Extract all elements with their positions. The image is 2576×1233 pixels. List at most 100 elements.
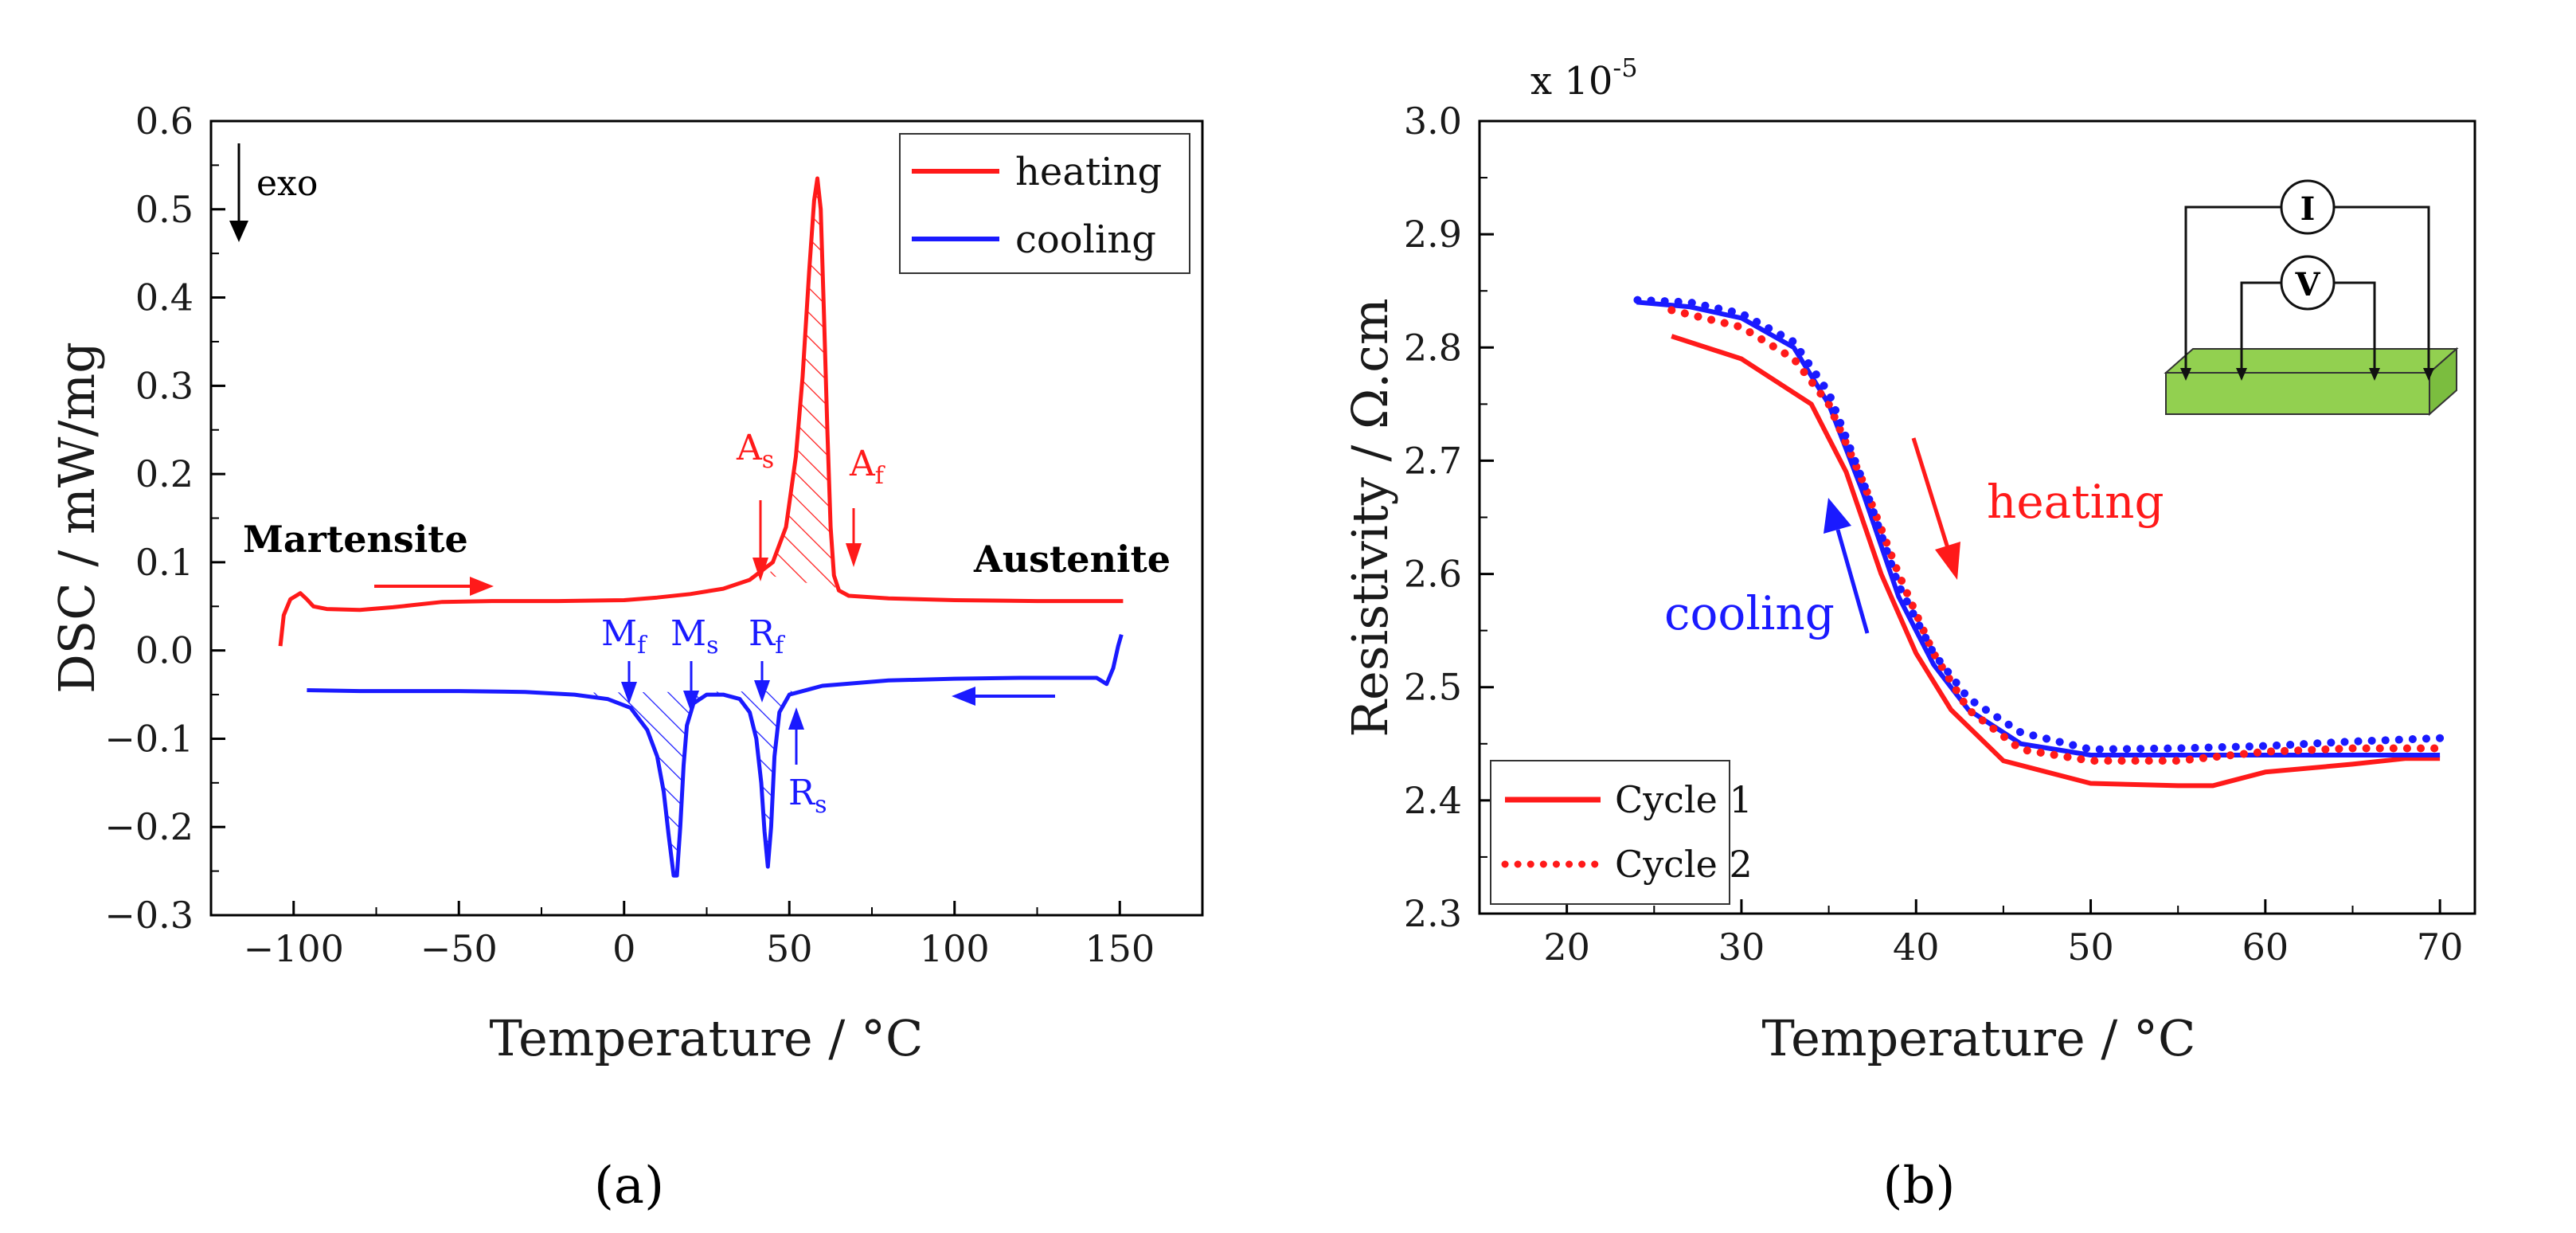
as-label: A xyxy=(736,428,763,468)
ms-sub: s xyxy=(706,632,718,660)
dsc-plot-frame xyxy=(209,119,1204,917)
dsc-axis-ticks: −100 −50 0 50 100 150 −0.3 −0.2 −0.1 0.0 0.1 0.2 0.3… xyxy=(104,100,1203,970)
resistivity-cycle-1-cooling-line xyxy=(1636,299,2441,757)
resistivity-x-axis-label: Temperature / °C xyxy=(1762,1009,2196,1067)
as-annotation: As xyxy=(736,428,774,581)
svg-text:Af: Af xyxy=(849,444,885,490)
resistivity-plot-frame xyxy=(1478,119,2476,915)
svg-text:Mf: Mf xyxy=(601,613,647,660)
resistivity-x-tick-label: 20 xyxy=(1543,926,1590,969)
dsc-y-tick-label: 0.5 xyxy=(135,188,193,231)
resistivity-x-tick-label: 50 xyxy=(2067,926,2114,969)
circuit-wires xyxy=(2184,206,2430,373)
dsc-x-tick-label: −100 xyxy=(244,927,344,970)
transformation-hatch-areas xyxy=(557,178,836,876)
resistivity-axis-ticks: 20 30 40 50 60 70 2.3 2.4 2.5 2.6 2.7 2.8 2.9 3.0 xyxy=(1404,100,2464,969)
panel-b-label: (b) xyxy=(1883,1157,1956,1215)
resistivity-y-tick-label: 2.5 xyxy=(1404,666,1462,709)
heating-direction-arrow-icon xyxy=(374,577,494,596)
y-scale-multiplier: x 10-5 xyxy=(1530,53,1638,104)
rs-sub: s xyxy=(815,791,827,819)
rs-label: R xyxy=(788,773,816,813)
exo-label: exo xyxy=(256,163,318,204)
cooling-arrow-icon xyxy=(1824,498,1870,634)
dsc-y-tick-label: 0.0 xyxy=(135,629,193,672)
dsc-y-tick-label: 0.1 xyxy=(135,541,193,584)
resistivity-y-tick-label: 3.0 xyxy=(1404,100,1462,143)
panel-a-label: (a) xyxy=(594,1157,664,1215)
af-label: A xyxy=(849,444,876,484)
mf-label: M xyxy=(601,613,637,654)
resistivity-cycle-2-heating-line xyxy=(1667,306,2445,765)
y-scale-exponent: -5 xyxy=(1612,53,1637,83)
resistivity-y-tick-label: 2.6 xyxy=(1404,553,1462,596)
dsc-y-axis-label: DSC / mW/mg xyxy=(48,342,106,694)
dsc-x-tick-label: 150 xyxy=(1085,927,1155,970)
resistivity-y-axis-label: Resistivity / Ω.cm xyxy=(1341,298,1399,737)
four-probe-circuit-inset: I V xyxy=(2164,179,2459,417)
svg-text:Rs: Rs xyxy=(788,773,827,819)
dsc-y-tick-label: 0.3 xyxy=(135,364,193,407)
legend-heating-label: heating xyxy=(1015,150,1162,194)
svg-text:Ms: Ms xyxy=(670,613,718,660)
rf-label: R xyxy=(749,613,776,654)
dsc-x-axis-label: Temperature / °C xyxy=(490,1009,924,1067)
dsc-y-tick-label: 0.4 xyxy=(135,276,193,319)
af-sub: f xyxy=(875,462,885,490)
resistivity-y-tick-label: 2.8 xyxy=(1404,326,1462,369)
dsc-series xyxy=(278,176,1124,878)
resistivity-cycle-2-cooling-line xyxy=(1632,296,2445,754)
mf-sub: f xyxy=(637,632,647,660)
dsc-x-tick-label: 100 xyxy=(920,927,990,970)
resistivity-x-tick-label: 40 xyxy=(1893,926,1940,969)
sample-block-front xyxy=(2165,372,2430,415)
resistivity-y-tick-label: 2.3 xyxy=(1404,892,1462,935)
dsc-x-tick-label: 0 xyxy=(612,927,635,970)
resistivity-y-tick-label: 2.4 xyxy=(1404,779,1462,822)
sample-block-side xyxy=(2429,346,2457,417)
rs-annotation: Rs xyxy=(788,707,827,819)
resistivity-legend: Cycle 1 Cycle 2 xyxy=(1490,760,1753,905)
cooling-direction-arrow-icon xyxy=(952,687,1055,706)
ms-label: M xyxy=(670,613,706,654)
dsc-y-tick-label: −0.1 xyxy=(104,717,193,760)
legend-cycle2-label: Cycle 2 xyxy=(1615,843,1753,886)
dsc-x-tick-label: −50 xyxy=(420,927,498,970)
dsc-y-tick-label: −0.2 xyxy=(104,805,193,848)
dsc-y-tick-label: 0.6 xyxy=(135,100,193,143)
ms-annotation: Ms xyxy=(670,613,718,713)
legend-cooling-label: cooling xyxy=(1015,217,1156,262)
as-sub: s xyxy=(762,446,774,474)
legend-cycle1-label: Cycle 1 xyxy=(1615,778,1753,821)
cooling-annotation: cooling xyxy=(1664,586,1835,640)
heating-arrow-icon xyxy=(1911,437,1960,580)
dsc-y-tick-label: 0.2 xyxy=(135,452,193,495)
dsc-y-tick-label: −0.3 xyxy=(104,894,193,937)
austenite-label: Austenite xyxy=(973,538,1171,581)
ammeter-symbol: I xyxy=(2300,190,2316,228)
resistivity-y-tick-label: 2.9 xyxy=(1404,213,1462,256)
dsc-heating-line xyxy=(278,176,1124,647)
resistivity-legend-box xyxy=(1490,760,1730,905)
rf-sub: f xyxy=(775,632,785,660)
probe-arrowheads xyxy=(2180,368,2434,381)
resistivity-cycle-1-heating-line xyxy=(1671,334,2441,789)
voltmeter-symbol: V xyxy=(2294,266,2320,303)
svg-text:Rf: Rf xyxy=(749,613,785,660)
sample-block-top xyxy=(2164,348,2459,374)
dsc-legend: heating cooling xyxy=(899,133,1190,274)
svg-text:As: As xyxy=(736,428,774,474)
y-scale-prefix: x 10 xyxy=(1530,59,1612,104)
resistivity-x-tick-label: 60 xyxy=(2242,926,2289,969)
resistivity-y-tick-label: 2.7 xyxy=(1404,439,1462,482)
dsc-chart: −100 −50 0 50 100 150 −0.3 −0.2 −0.1 0.0 0.1 0.2 0.3… xyxy=(48,100,1204,1215)
dsc-cooling-line xyxy=(307,634,1124,878)
dsc-x-tick-label: 50 xyxy=(766,927,813,970)
heating-annotation: heating xyxy=(1987,475,2164,529)
resistivity-x-tick-label: 70 xyxy=(2417,926,2464,969)
resistivity-chart: 20 30 40 50 60 70 2.3 2.4 2.5 2.6 2.7 2.8 2.9 3.0 x 1… xyxy=(1341,53,2476,1215)
dsc-legend-box xyxy=(899,133,1190,274)
af-annotation: Af xyxy=(846,444,885,567)
